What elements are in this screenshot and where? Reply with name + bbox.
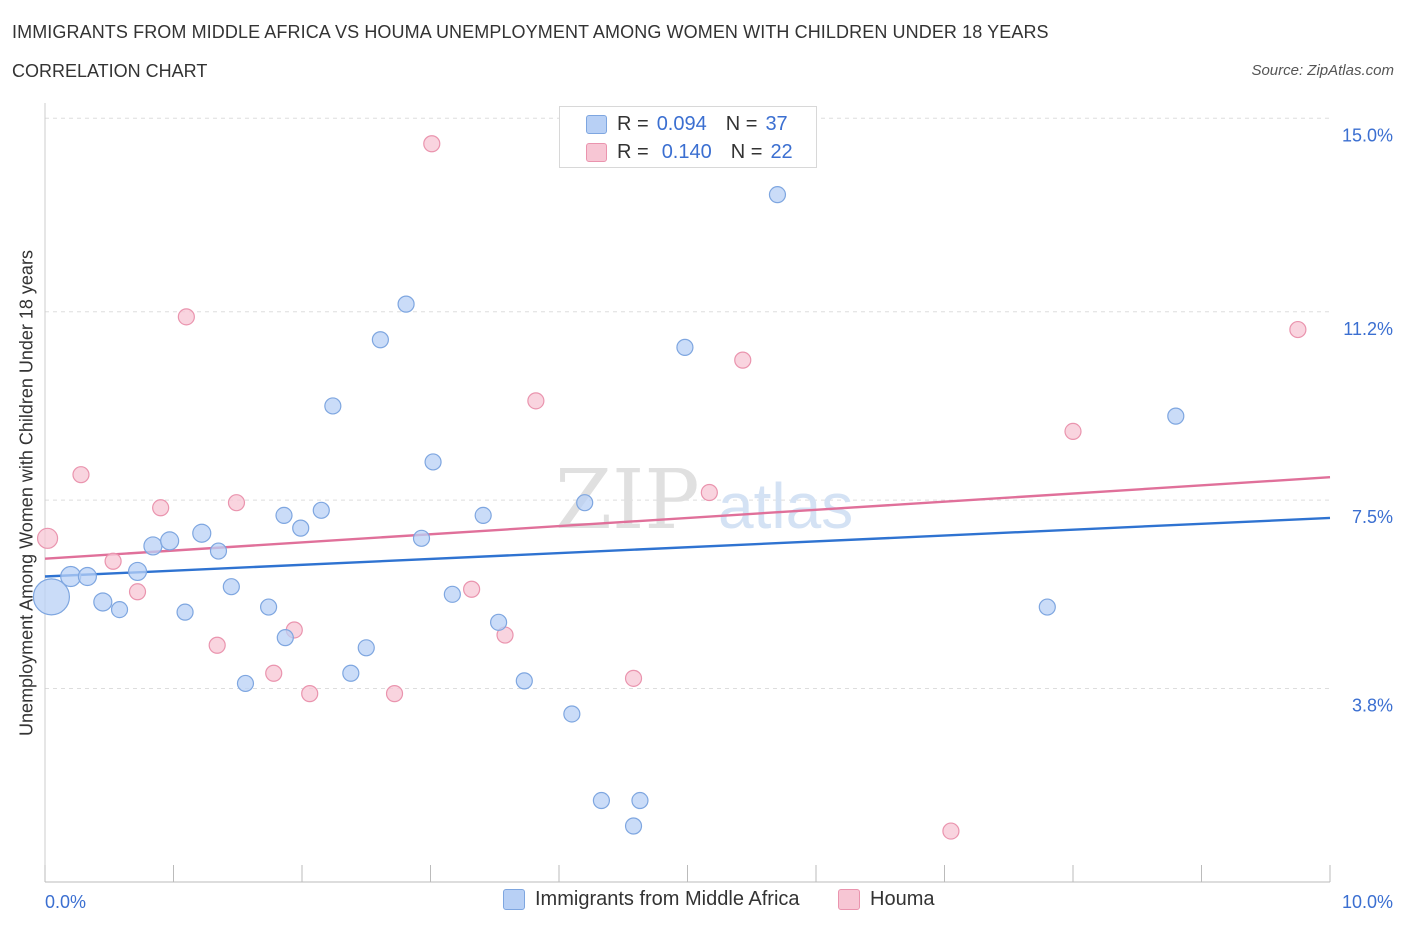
legend-n-value: 22: [770, 140, 793, 163]
y-tick-label: 11.2%: [1343, 319, 1393, 339]
page-subtitle: CORRELATION CHART: [12, 61, 208, 81]
data-point-immigrants: [592, 791, 611, 810]
legend-row-immigrants: R = 0.094 N = 37: [586, 112, 788, 136]
data-point-immigrants: [60, 565, 82, 588]
legend-n-value: 37: [765, 112, 788, 135]
data-point-immigrants: [110, 601, 129, 619]
data-point-houma: [227, 494, 246, 512]
data-point-immigrants: [397, 295, 415, 313]
legend-n-label: N =: [725, 112, 758, 135]
data-point-immigrants: [275, 506, 293, 525]
data-point-houma: [734, 351, 752, 369]
watermark: ZIP atlas: [555, 453, 853, 548]
legend-r-label: R =: [617, 140, 649, 163]
legend-swatch-pink: [586, 142, 607, 162]
data-point-houma: [265, 664, 283, 682]
data-point-immigrants: [515, 672, 533, 690]
points-layer: [32, 135, 1307, 840]
data-point-immigrants: [324, 397, 342, 415]
data-point-houma: [208, 636, 226, 654]
legend-r-label: R =: [617, 112, 649, 135]
data-point-houma: [301, 685, 319, 703]
data-point-immigrants: [176, 603, 194, 621]
legend-n-label: N =: [730, 140, 763, 163]
data-point-immigrants: [259, 598, 278, 616]
legend-r-value: 0.094: [656, 112, 707, 135]
watermark-atlas: atlas: [718, 470, 853, 542]
data-point-immigrants: [312, 501, 330, 519]
bottom-legend-label: Immigrants from Middle Africa: [535, 888, 800, 910]
legend-row-houma: R = 0.140 N = 22: [586, 140, 793, 164]
trend-line-houma: [44, 476, 1331, 560]
data-point-immigrants: [624, 817, 643, 835]
x-tick-label: 10.0%: [1342, 892, 1393, 912]
x-tick-label: 0.0%: [45, 892, 86, 912]
data-point-houma: [423, 135, 441, 153]
trend-layer: [44, 476, 1331, 578]
data-point-immigrants: [342, 664, 360, 682]
source-label: Source: ZipAtlas.com: [1251, 62, 1394, 79]
data-point-immigrants: [357, 639, 375, 657]
data-point-immigrants: [160, 531, 180, 551]
data-point-immigrants: [292, 519, 310, 537]
data-point-immigrants: [576, 494, 594, 512]
bottom-legend-houma: Houma: [838, 888, 934, 911]
data-point-immigrants: [77, 566, 98, 587]
data-point-immigrants: [32, 578, 71, 616]
tick-label-layer: 3.8% 7.5% 11.2% 15.0% 0.0% 10.0%: [45, 125, 1393, 912]
data-point-immigrants: [143, 536, 163, 556]
data-point-immigrants: [276, 629, 294, 647]
data-point-houma: [1064, 422, 1082, 441]
data-point-immigrants: [127, 561, 148, 582]
data-point-immigrants: [474, 506, 492, 525]
data-point-immigrants: [209, 542, 228, 560]
data-point-immigrants: [222, 578, 240, 596]
page-title: IMMIGRANTS FROM MIDDLE AFRICA VS HOUMA U…: [12, 22, 1049, 42]
data-point-houma: [128, 583, 147, 601]
data-point-houma: [72, 466, 90, 484]
correlation-legend: R = 0.094 N = 37 R = 0.140 N = 22: [559, 106, 817, 168]
bottom-legend-label: Houma: [870, 888, 935, 910]
bottom-legend-immigrants: Immigrants from Middle Africa: [503, 888, 800, 911]
y-tick-label: 7.5%: [1352, 507, 1393, 527]
data-point-houma: [463, 580, 481, 598]
data-point-immigrants: [631, 791, 649, 810]
data-point-immigrants: [424, 453, 442, 471]
trend-line-immigrants: [44, 516, 1331, 578]
grid-layer: [45, 117, 1330, 690]
data-point-immigrants: [768, 186, 787, 204]
axis-layer: [44, 103, 1331, 883]
data-point-houma: [700, 483, 718, 502]
data-point-immigrants: [563, 705, 581, 723]
data-point-immigrants: [192, 523, 212, 543]
y-axis-label: Unemployment Among Women with Children U…: [16, 250, 37, 736]
data-point-houma: [104, 552, 122, 570]
data-point-immigrants: [371, 331, 389, 349]
data-point-immigrants: [412, 529, 431, 547]
data-point-houma: [1289, 320, 1307, 339]
data-point-houma: [527, 392, 545, 410]
data-point-houma: [385, 685, 404, 703]
data-point-houma: [36, 527, 59, 549]
bottom-legend-swatch-pink: [838, 889, 860, 910]
data-point-immigrants: [490, 613, 508, 631]
data-point-houma: [624, 669, 643, 687]
data-point-immigrants: [93, 592, 113, 612]
legend-r-value: 0.140: [661, 140, 712, 163]
y-tick-label: 3.8%: [1352, 696, 1393, 716]
data-point-immigrants: [1038, 598, 1056, 616]
data-point-houma: [177, 308, 195, 326]
bottom-legend-swatch-blue: [503, 889, 525, 910]
y-tick-label: 15.0%: [1342, 125, 1393, 145]
data-point-houma: [152, 499, 170, 517]
data-point-houma: [942, 822, 960, 840]
data-point-immigrants: [236, 674, 255, 693]
data-point-immigrants: [676, 338, 694, 356]
data-point-immigrants: [1167, 407, 1185, 425]
legend-swatch-blue: [586, 114, 607, 134]
data-point-immigrants: [443, 585, 461, 603]
